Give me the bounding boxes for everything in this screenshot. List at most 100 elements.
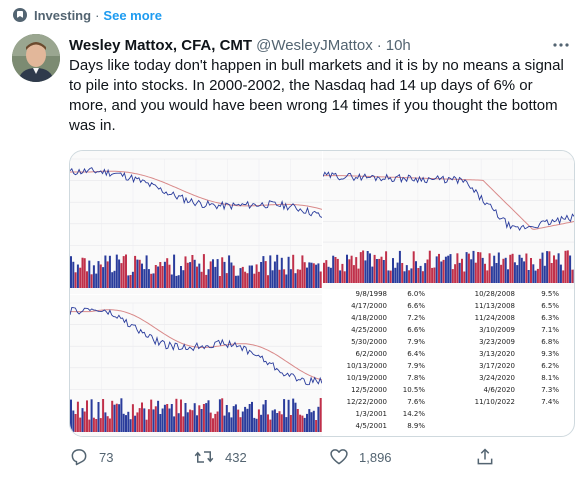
volume-bar bbox=[310, 412, 313, 432]
volume-bar bbox=[495, 263, 498, 283]
volume-bar bbox=[283, 269, 286, 288]
volume-bar bbox=[70, 399, 72, 432]
volume-bar bbox=[88, 419, 91, 432]
volume-bar bbox=[234, 275, 237, 288]
table-row: 4/25/2000 6.6% 3/10/2009 7.1% bbox=[351, 326, 559, 334]
volume-bar bbox=[260, 262, 263, 288]
volume-bar bbox=[428, 250, 431, 283]
volume-bar bbox=[299, 269, 302, 288]
volume-bar bbox=[329, 267, 332, 283]
price-line bbox=[70, 307, 322, 386]
like-button[interactable]: 1,896 bbox=[329, 446, 392, 468]
volume-bar bbox=[145, 255, 148, 288]
volume-bar bbox=[415, 261, 417, 283]
volume-bar bbox=[410, 268, 413, 283]
more-options-button[interactable] bbox=[551, 35, 571, 55]
volume-bar bbox=[456, 253, 459, 283]
topic-label[interactable]: Investing bbox=[34, 7, 92, 23]
volume-bar bbox=[334, 257, 337, 283]
tweet-media-image[interactable]: 9/8/1998 6.0% 10/28/2008 9.5% 4/17/2000 6.6… bbox=[69, 150, 575, 437]
volume-bar bbox=[136, 412, 139, 432]
volume-bar bbox=[228, 255, 231, 288]
volume-bar bbox=[118, 404, 121, 432]
tweet-timestamp[interactable]: 10h bbox=[385, 36, 411, 54]
price-chart-2008 bbox=[323, 158, 574, 283]
volume-bar bbox=[346, 254, 348, 283]
volume-bar bbox=[341, 263, 344, 283]
volume-bar bbox=[134, 415, 137, 432]
volume-bar bbox=[433, 267, 436, 283]
volume-bar bbox=[296, 269, 299, 288]
volume-bar bbox=[131, 404, 134, 432]
volume-bar bbox=[92, 417, 95, 432]
volume-bar bbox=[72, 410, 75, 432]
volume-bar bbox=[569, 255, 572, 283]
like-count: 1,896 bbox=[359, 449, 392, 465]
volume-bar bbox=[97, 261, 100, 288]
author-name[interactable]: Wesley Mattox, CFA, CMT bbox=[69, 36, 253, 54]
volume-bar bbox=[303, 262, 306, 288]
volume-bar bbox=[262, 256, 265, 288]
volume-bar bbox=[177, 413, 180, 432]
volume-bar bbox=[223, 261, 226, 288]
volume-bar bbox=[257, 409, 260, 432]
retweet-button[interactable]: 432 bbox=[193, 446, 247, 468]
volume-bar bbox=[447, 255, 450, 283]
author-handle[interactable]: @WesleyJMattox bbox=[256, 36, 373, 54]
table-row: 10/13/2000 7.9% 3/17/2020 6.2% bbox=[346, 362, 559, 370]
volume-bar bbox=[212, 418, 214, 432]
volume-bar bbox=[221, 257, 224, 288]
reply-button[interactable]: 73 bbox=[69, 446, 113, 468]
volume-bar bbox=[122, 413, 125, 432]
volume-bar bbox=[214, 266, 217, 288]
volume-bar bbox=[76, 264, 79, 288]
volume-bar bbox=[486, 270, 489, 283]
volume-bar bbox=[555, 259, 558, 283]
volume-bar bbox=[394, 267, 397, 283]
volume-bar bbox=[315, 420, 318, 432]
volume-bar bbox=[536, 268, 539, 283]
volume-bar bbox=[412, 251, 415, 283]
volume-bar bbox=[134, 255, 137, 288]
volume-bar bbox=[548, 251, 551, 283]
price-line bbox=[70, 167, 322, 218]
volume-bar bbox=[264, 400, 267, 432]
see-more-link[interactable]: See more bbox=[103, 7, 162, 23]
volume-bar bbox=[230, 262, 233, 288]
volume-bar bbox=[352, 265, 355, 283]
volume-bar bbox=[405, 265, 408, 283]
volume-bar bbox=[294, 273, 297, 288]
volume-bar bbox=[481, 257, 484, 283]
volume-bar bbox=[285, 417, 288, 432]
volume-bar bbox=[182, 416, 185, 432]
volume-bar bbox=[484, 263, 486, 283]
volume-bar bbox=[273, 261, 276, 288]
volume-bar bbox=[152, 409, 155, 432]
volume-bar bbox=[511, 253, 514, 283]
retweet-count: 432 bbox=[225, 449, 247, 465]
volume-bar bbox=[419, 265, 422, 283]
volume-bar bbox=[74, 272, 77, 288]
volume-bar bbox=[438, 253, 440, 283]
volume-bar bbox=[166, 258, 169, 288]
volume-bar bbox=[113, 404, 116, 432]
volume-bar bbox=[147, 269, 150, 288]
volume-bar bbox=[173, 416, 176, 432]
volume-bar bbox=[392, 258, 394, 283]
table-row: 12/5/2000 10.5% 4/6/2020 7.3% bbox=[351, 386, 559, 394]
volume-bar bbox=[375, 259, 378, 283]
volume-bar bbox=[95, 419, 98, 432]
volume-bar bbox=[150, 399, 153, 432]
volume-bar bbox=[108, 255, 111, 288]
volume-bar bbox=[323, 262, 325, 283]
avatar[interactable] bbox=[12, 34, 60, 82]
volume-bar bbox=[186, 412, 189, 432]
volume-bar bbox=[283, 399, 286, 432]
volume-bar bbox=[214, 413, 217, 432]
volume-bar bbox=[157, 400, 160, 432]
volume-bar bbox=[180, 399, 182, 432]
table-row: 4/5/2001 8.9% bbox=[355, 422, 425, 430]
share-button[interactable] bbox=[475, 446, 505, 468]
volume-bar bbox=[444, 256, 447, 283]
volume-bar bbox=[141, 263, 143, 288]
